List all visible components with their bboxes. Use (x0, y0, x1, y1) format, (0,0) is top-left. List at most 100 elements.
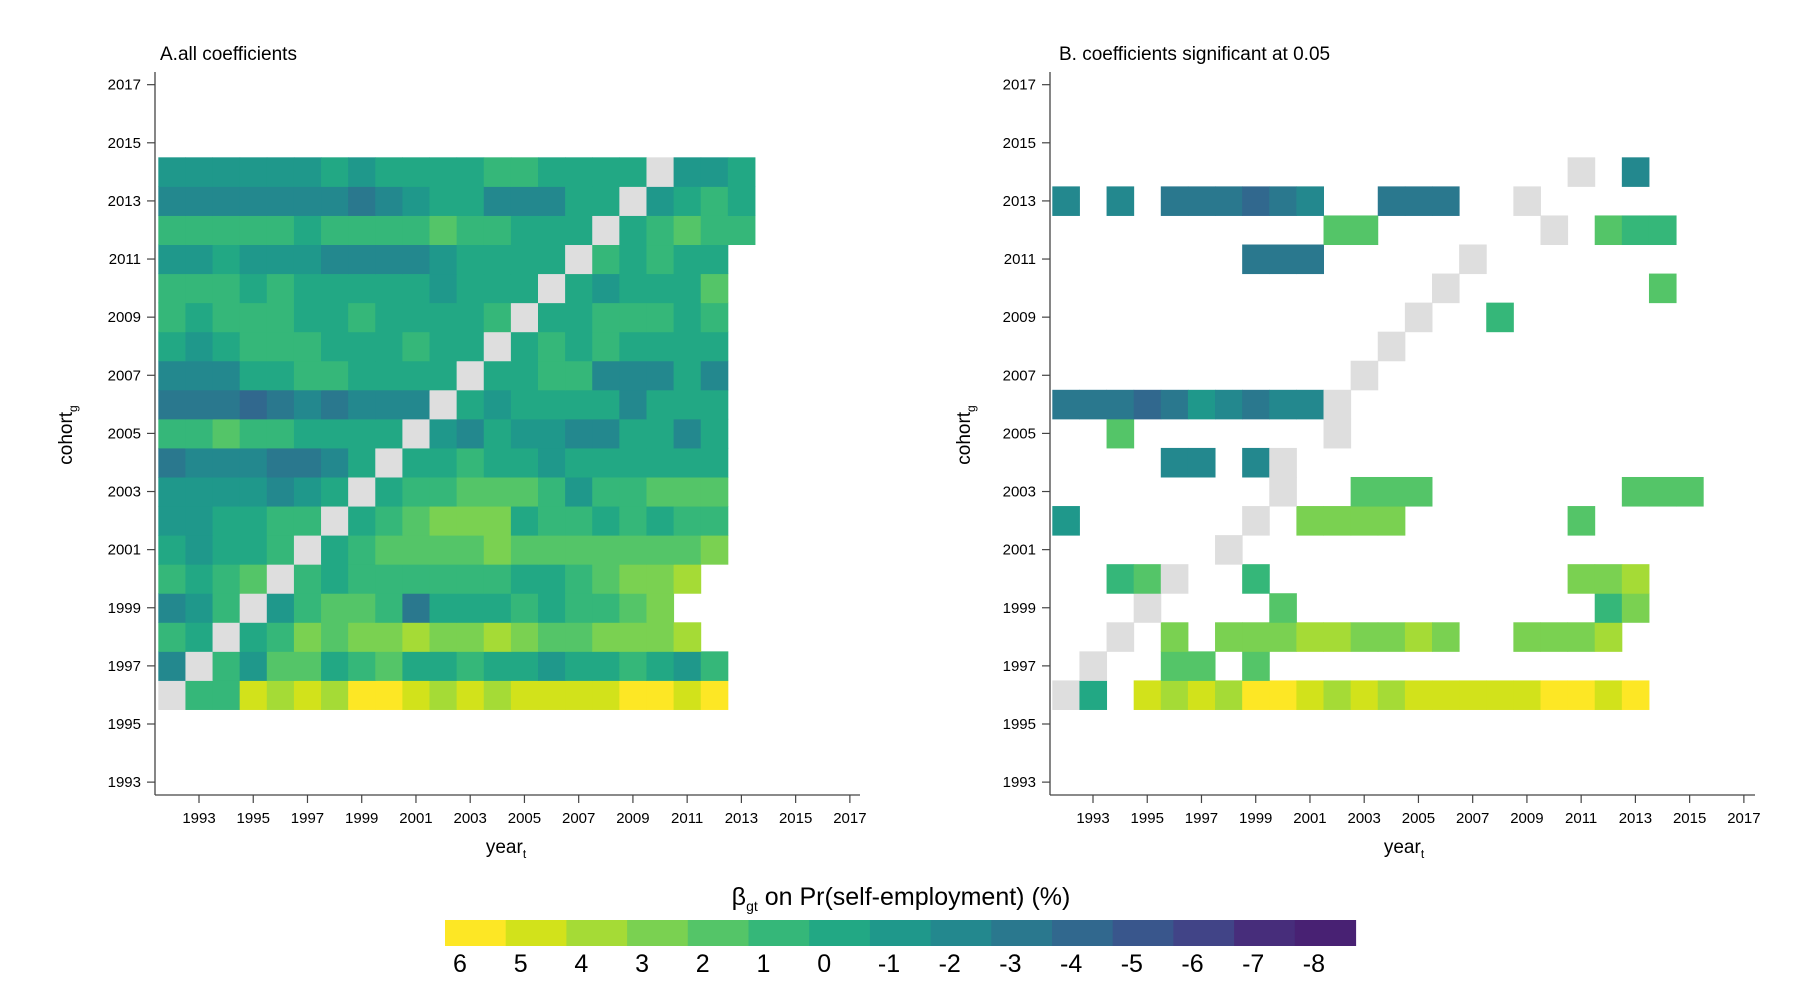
heatmap-cell (293, 506, 322, 536)
heatmap-cell (1404, 680, 1433, 710)
heatmap-cell (1052, 389, 1080, 420)
heatmap-cell (646, 535, 675, 565)
heatmap-cell (348, 215, 376, 246)
y-tick-label: 2009 (1003, 309, 1036, 326)
heatmap-cell (456, 476, 485, 507)
x-tick-label: 1995 (1131, 810, 1164, 827)
heatmap-cell (429, 622, 458, 652)
heatmap-cell (592, 564, 620, 594)
y-tick-label: 2005 (1003, 425, 1036, 442)
heatmap-cell (700, 244, 729, 275)
heatmap-cell (158, 273, 186, 304)
heatmap-cell (239, 331, 268, 362)
heatmap-cell (158, 447, 186, 478)
heatmap-cell (293, 186, 322, 216)
heatmap-cell (1296, 389, 1324, 420)
heatmap-cell (456, 389, 485, 420)
heatmap-cell (456, 186, 485, 216)
heatmap-cell (483, 215, 512, 246)
heatmap-cell (565, 360, 593, 391)
heatmap-cell (1486, 302, 1514, 333)
diagonal-cell (592, 215, 620, 246)
diagonal-cell (565, 244, 593, 275)
heatmap-cell (700, 535, 729, 565)
heatmap-cell (321, 244, 349, 275)
heatmap-cell (375, 273, 403, 304)
heatmap-cell (510, 331, 539, 362)
heatmap-cell (321, 331, 349, 362)
heatmap-cell (212, 302, 241, 333)
heatmap-cell (673, 418, 702, 449)
y-tick-label: 2007 (108, 367, 141, 384)
heatmap-cell (1296, 622, 1324, 652)
heatmap-cell (158, 302, 186, 333)
heatmap-cell (538, 418, 566, 449)
heatmap-cell (266, 273, 295, 304)
heatmap-cell (673, 651, 702, 681)
heatmap-cell (619, 215, 647, 246)
heatmap-cell (538, 389, 566, 420)
heatmap-cell (1242, 680, 1270, 710)
heatmap-cell (348, 680, 376, 710)
diagonal-cell (402, 418, 430, 449)
heatmap-cell (158, 564, 186, 594)
heatmap-cell (646, 302, 675, 333)
heatmap-cell (1404, 622, 1433, 652)
legend-label: -2 (939, 950, 961, 978)
heatmap-cell (266, 680, 295, 710)
heatmap-cell (239, 447, 268, 478)
y-tick-label: 2009 (108, 309, 141, 326)
heatmap-cell (1377, 476, 1406, 507)
heatmap-cell (321, 215, 349, 246)
heatmap-cell (429, 476, 458, 507)
legend-label: -8 (1303, 950, 1325, 978)
diagonal-cell (538, 273, 566, 304)
heatmap-cell (429, 273, 458, 304)
heatmap-cell (510, 360, 539, 391)
heatmap-cell (266, 186, 295, 216)
heatmap-cell (158, 593, 186, 623)
heatmap-cell (538, 506, 566, 536)
heatmap-cell (510, 273, 539, 304)
heatmap-cell (673, 157, 702, 187)
heatmap-cell (700, 157, 729, 187)
heatmap-cell (429, 302, 458, 333)
heatmap-cell (565, 651, 593, 681)
legend-swatch (991, 920, 1053, 946)
heatmap-cell (1133, 389, 1162, 420)
heatmap-cell (1377, 186, 1406, 216)
x-tick-label: 1999 (1239, 810, 1272, 827)
heatmap-cell (1350, 622, 1379, 652)
heatmap-cell (1269, 680, 1297, 710)
legend-swatch (1052, 920, 1114, 946)
heatmap-cell (565, 622, 593, 652)
heatmap-cell (402, 622, 430, 652)
heatmap-cell (565, 186, 593, 216)
diagonal-cell (456, 360, 485, 391)
heatmap-cell (402, 389, 430, 420)
x-tick-label: 1993 (1076, 810, 1109, 827)
legend-title: βgt on Pr(self-employment) (%) (732, 883, 1071, 914)
heatmap-cell (565, 389, 593, 420)
heatmap-cell (185, 157, 214, 187)
heatmap-cell (375, 535, 403, 565)
heatmap-cell (429, 535, 458, 565)
heatmap-cell (1133, 680, 1162, 710)
heatmap-cell (1242, 564, 1270, 594)
heatmap-cell (402, 476, 430, 507)
y-tick-label: 2013 (108, 193, 141, 210)
heatmap-cell (239, 244, 268, 275)
heatmap-cell (565, 535, 593, 565)
panel-a: A.all coefficients 1993 1995 1997 1999 2001 2… (56, 44, 867, 861)
heatmap-cell (727, 157, 756, 187)
x-tick-label: 1993 (182, 810, 215, 827)
heatmap-cell (1350, 680, 1379, 710)
heatmap-cell (429, 215, 458, 246)
heatmap-cell (1079, 680, 1108, 710)
y-tick-label: 2001 (1003, 542, 1036, 559)
panel-a-xlabel: yeart (486, 837, 527, 861)
heatmap-cell (483, 418, 512, 449)
heatmap-cell (212, 331, 241, 362)
heatmap-cell (321, 651, 349, 681)
x-tick-label: 2017 (1727, 810, 1760, 827)
